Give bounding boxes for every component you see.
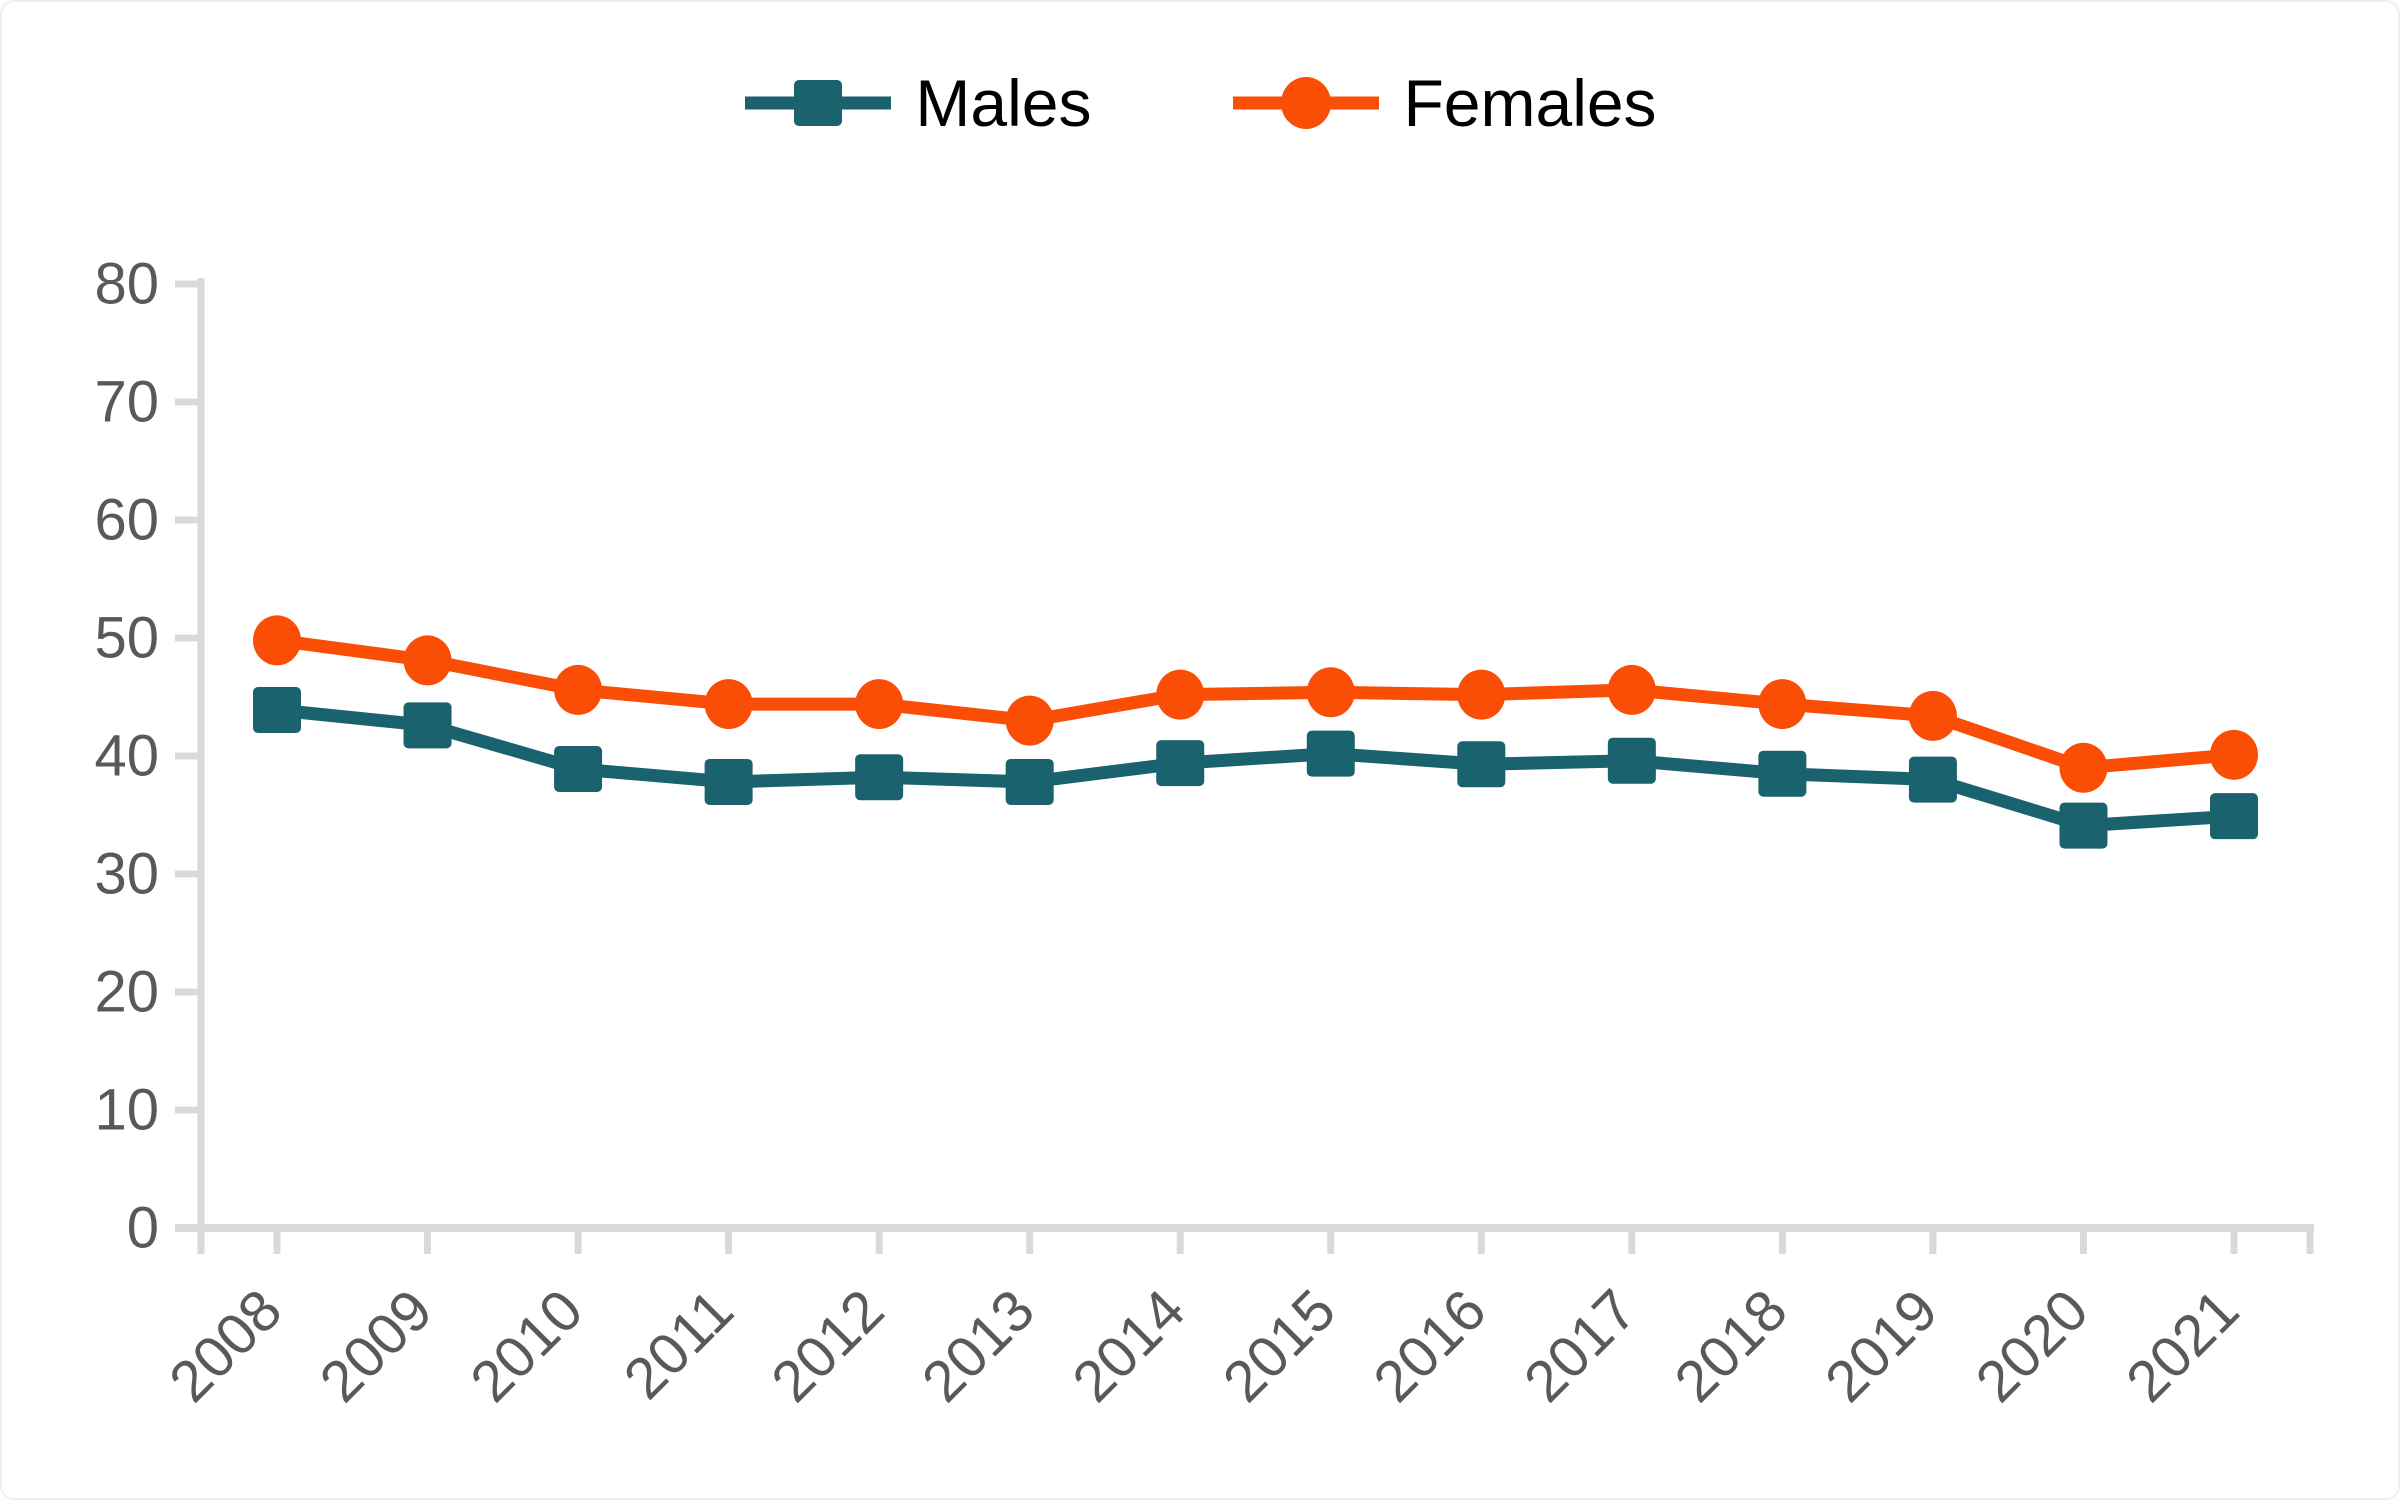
data-point-circle <box>554 664 603 715</box>
data-point-square <box>2059 802 2108 849</box>
data-point-circle <box>2059 742 2108 793</box>
data-point-square <box>403 702 452 749</box>
males-square-marker-icon <box>745 80 892 126</box>
y-tick-label: 50 <box>94 606 159 671</box>
y-tick-label: 80 <box>94 252 159 317</box>
x-tick-labels: 2008 2009 2010 2011 2012 2013 2014 2015 2016 2017… <box>157 1277 2251 1414</box>
data-point-circle <box>1758 679 1807 730</box>
data-point-circle <box>1156 669 1205 720</box>
data-point-circle <box>704 679 753 730</box>
series-males <box>253 686 2258 849</box>
x-tick-label: 2017 <box>1512 1277 1649 1414</box>
x-tick-label: 2018 <box>1662 1277 1799 1414</box>
females-circle-marker-icon <box>1233 77 1380 129</box>
legend-item-males: Males <box>743 70 1091 136</box>
x-tick-label: 2009 <box>308 1277 445 1414</box>
x-tick-label: 2008 <box>157 1277 294 1414</box>
data-point-square <box>1156 740 1205 787</box>
legend-item-females: Females <box>1231 66 1657 140</box>
series-line-females <box>270 633 2241 775</box>
y-tick-label: 20 <box>94 960 159 1025</box>
y-tick-label: 30 <box>94 842 159 907</box>
data-point-circle <box>855 679 904 730</box>
y-tick-label: 40 <box>94 724 159 789</box>
data-point-square <box>1457 741 1506 788</box>
x-tick-label: 2020 <box>1963 1277 2100 1414</box>
y-tick-label: 60 <box>94 488 159 553</box>
data-point-circle <box>1457 669 1506 720</box>
series-line-males <box>270 703 2241 833</box>
x-tick-label: 2021 <box>2114 1277 2251 1414</box>
x-tick-label: 2019 <box>1813 1277 1950 1414</box>
data-point-square <box>1607 737 1656 784</box>
y-tick-labels: 0 10 20 30 40 50 60 70 80 <box>94 252 159 1261</box>
legend-label-females: Females <box>1403 66 1657 140</box>
data-point-circle <box>253 615 301 666</box>
y-tick-label: 0 <box>127 1196 159 1261</box>
data-point-square <box>253 686 301 733</box>
data-point-square <box>1306 730 1355 777</box>
x-tick-label: 2014 <box>1060 1277 1197 1414</box>
chart-legend: Males Females <box>2 70 2398 136</box>
x-tick-label: 2010 <box>458 1277 595 1414</box>
series-females <box>253 615 2258 793</box>
x-tick-label: 2012 <box>759 1277 896 1414</box>
axes <box>175 278 2314 1254</box>
x-tick-label: 2016 <box>1361 1277 1498 1414</box>
data-point-square <box>1005 758 1054 805</box>
x-tick-label: 2013 <box>910 1277 1047 1414</box>
x-tick-label: 2015 <box>1211 1277 1348 1414</box>
data-point-circle <box>403 635 452 686</box>
data-point-square <box>554 745 603 792</box>
x-tick-label: 2011 <box>612 1277 746 1411</box>
data-point-circle <box>1306 667 1355 718</box>
legend-square-males <box>794 80 843 126</box>
legend-label-males: Males <box>915 66 1092 140</box>
y-tick-label: 10 <box>94 1078 159 1143</box>
data-point-circle <box>1005 695 1054 746</box>
y-tick-label: 70 <box>94 370 159 435</box>
data-point-square <box>1908 756 1957 803</box>
legend-circle-females <box>1281 77 1332 129</box>
data-point-square <box>704 758 753 805</box>
data-point-square <box>1758 750 1807 797</box>
data-point-circle <box>1908 690 1957 741</box>
data-point-circle <box>2210 729 2258 780</box>
data-point-circle <box>1607 664 1656 715</box>
data-point-square <box>855 754 904 801</box>
data-point-square <box>2210 793 2258 840</box>
